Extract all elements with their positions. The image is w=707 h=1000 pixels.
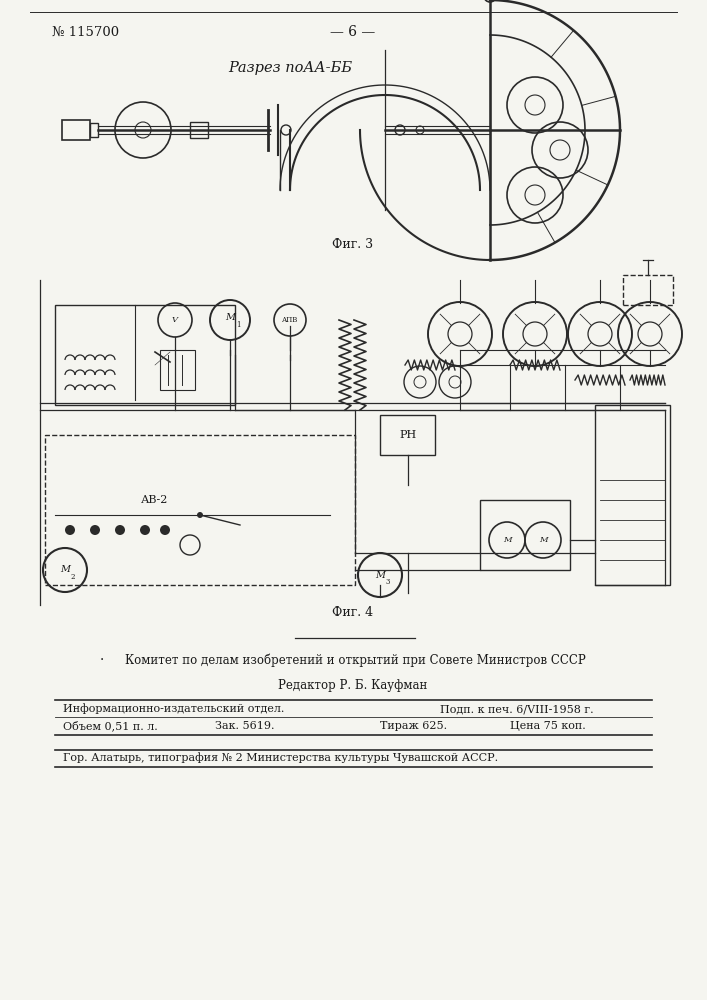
Bar	[623, 275, 673, 305]
Text: M: M	[60, 566, 70, 574]
Bar	[380, 415, 435, 455]
Text: Редактор Р. Б. Кауфман: Редактор Р. Б. Кауфман	[279, 680, 428, 692]
Bar	[62, 120, 90, 140]
Text: — 6 —: — 6 —	[330, 25, 375, 39]
Text: Фиг. 3: Фиг. 3	[332, 238, 373, 251]
Text: АВ-2: АВ-2	[141, 495, 169, 505]
Text: Разрез поАА-ББ: Разрез поАА-ББ	[228, 61, 352, 75]
Text: Зак. 5619.: Зак. 5619.	[215, 721, 274, 731]
Text: Объем 0,51 п. л.: Объем 0,51 п. л.	[63, 721, 158, 731]
Text: Комитет по делам изобретений и открытий при Совете Министров СССР: Комитет по делам изобретений и открытий …	[124, 653, 585, 667]
Text: M: M	[375, 570, 385, 580]
Text: Тираж 625.: Тираж 625.	[380, 721, 447, 731]
Text: РН: РН	[399, 430, 416, 440]
Text: M: M	[225, 314, 235, 322]
Bar	[55, 305, 235, 405]
Text: M: M	[539, 536, 547, 544]
Bar	[480, 500, 570, 570]
Text: Подп. к печ. 6/VIII-1958 г.: Подп. к печ. 6/VIII-1958 г.	[440, 704, 594, 714]
Text: Гор. Алатырь, типография № 2 Министерства культуры Чувашской АССР.: Гор. Алатырь, типография № 2 Министерств…	[63, 753, 498, 763]
Text: Цена 75 коп.: Цена 75 коп.	[510, 721, 586, 731]
Circle shape	[160, 525, 170, 535]
Text: 2: 2	[71, 573, 75, 581]
Circle shape	[115, 525, 125, 535]
Text: АПВ: АПВ	[282, 316, 298, 324]
Bar	[90, 123, 98, 137]
Text: 3: 3	[386, 578, 390, 586]
Bar	[45, 435, 355, 585]
Text: 1: 1	[235, 321, 240, 329]
Text: ·: ·	[100, 653, 105, 667]
Bar	[160, 350, 195, 390]
Circle shape	[140, 525, 150, 535]
Text: Информационно-издательский отдел.: Информационно-издательский отдел.	[63, 704, 284, 714]
Text: № 115700: № 115700	[52, 25, 119, 38]
Circle shape	[197, 512, 203, 518]
Circle shape	[65, 525, 75, 535]
Bar	[595, 405, 670, 585]
Text: V: V	[172, 316, 178, 324]
Text: M: M	[503, 536, 511, 544]
Text: Фиг. 4: Фиг. 4	[332, 605, 373, 618]
Bar	[190, 122, 208, 138]
Circle shape	[90, 525, 100, 535]
